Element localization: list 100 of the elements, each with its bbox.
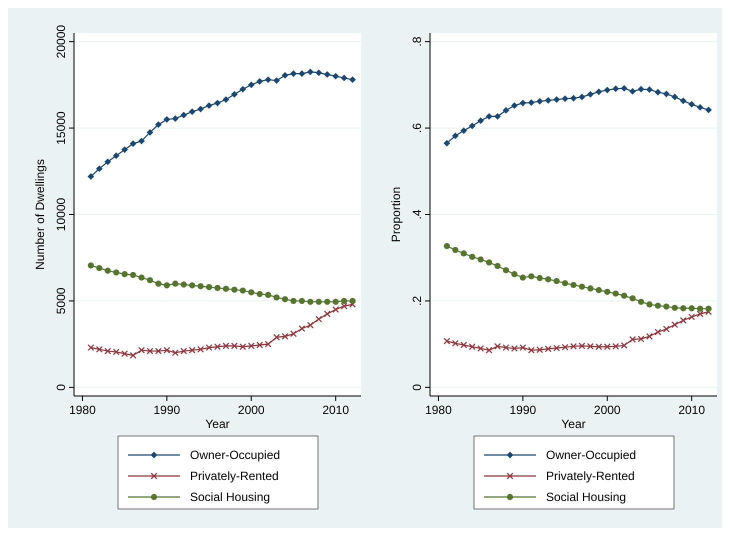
point	[578, 284, 586, 290]
point	[486, 259, 492, 266]
point	[121, 350, 128, 358]
y-tick-label: 0	[410, 384, 424, 391]
point	[520, 274, 526, 281]
point	[104, 268, 111, 274]
point	[265, 292, 272, 298]
point	[680, 305, 686, 312]
point	[340, 302, 348, 310]
point	[146, 129, 154, 136]
y-axis-title: Proportion	[389, 186, 403, 242]
point	[562, 95, 568, 102]
x-tick-label: 1980	[425, 403, 452, 417]
y-tick-label: .2	[410, 296, 424, 306]
point	[214, 284, 221, 292]
point	[307, 68, 314, 76]
point	[172, 280, 178, 287]
point	[646, 301, 653, 308]
point	[630, 295, 636, 302]
x-tick-label: 2010	[678, 403, 706, 417]
point	[629, 88, 636, 95]
y-tick-label: .8	[410, 36, 424, 47]
point	[444, 140, 450, 147]
point	[231, 286, 238, 293]
point	[282, 72, 288, 79]
point	[612, 85, 620, 92]
point	[324, 310, 331, 318]
point	[315, 69, 322, 76]
point	[680, 316, 687, 324]
point	[112, 152, 120, 160]
point	[452, 132, 459, 140]
point	[528, 99, 535, 106]
point	[316, 298, 322, 305]
point	[332, 298, 339, 305]
x-tick-label: 2000	[594, 403, 621, 417]
point	[443, 338, 450, 345]
point	[654, 302, 661, 309]
point	[172, 115, 179, 122]
point	[290, 70, 297, 77]
legend-label: Social Housing	[190, 490, 270, 504]
point	[298, 325, 306, 332]
point	[198, 283, 204, 290]
y-tick-label: .4	[410, 209, 424, 220]
point	[282, 296, 288, 302]
point	[164, 116, 170, 123]
point	[544, 97, 552, 104]
legend-label: Social Housing	[546, 490, 626, 504]
y-tick-label: 10000	[54, 197, 68, 232]
point	[570, 94, 577, 102]
point	[494, 113, 501, 120]
point	[672, 304, 678, 311]
y-tick-label: .6	[410, 122, 424, 134]
point	[332, 306, 340, 313]
point	[256, 290, 263, 298]
point	[340, 74, 348, 82]
point	[662, 326, 670, 332]
point	[88, 173, 94, 180]
point	[696, 104, 704, 111]
x-axis-title: Year	[561, 417, 586, 431]
point	[113, 269, 120, 276]
point	[274, 294, 280, 301]
point	[87, 344, 94, 351]
point	[638, 86, 644, 92]
point	[146, 277, 154, 284]
y-axis-title: Number of Dwellings	[33, 159, 47, 270]
y-tick-label: 20000	[54, 24, 68, 58]
legend-label: Owner-Occupied	[546, 448, 636, 462]
point	[452, 340, 459, 347]
point	[596, 88, 602, 96]
point	[705, 306, 712, 312]
legend-label: Owner-Occupied	[190, 448, 280, 462]
point	[121, 146, 128, 153]
point	[349, 298, 356, 304]
point	[468, 122, 476, 130]
point	[96, 165, 103, 172]
point	[520, 100, 526, 106]
legend-label: Privately-Rented	[190, 469, 279, 483]
point	[444, 242, 450, 250]
x-tick-label: 1990	[154, 403, 181, 417]
point	[206, 284, 212, 290]
point	[349, 301, 356, 308]
point	[671, 321, 678, 328]
point	[307, 298, 314, 305]
point	[478, 256, 484, 263]
point	[130, 352, 136, 359]
point	[680, 98, 687, 104]
point	[180, 281, 187, 288]
point	[612, 290, 619, 297]
point	[646, 86, 653, 93]
point	[688, 305, 695, 312]
point	[240, 287, 246, 294]
point	[155, 121, 162, 128]
point	[222, 286, 230, 292]
x-tick-label: 2010	[322, 403, 350, 417]
point	[688, 314, 696, 320]
point	[180, 112, 188, 118]
point	[341, 298, 348, 304]
point	[570, 282, 577, 288]
point	[502, 107, 510, 114]
point	[96, 265, 102, 272]
